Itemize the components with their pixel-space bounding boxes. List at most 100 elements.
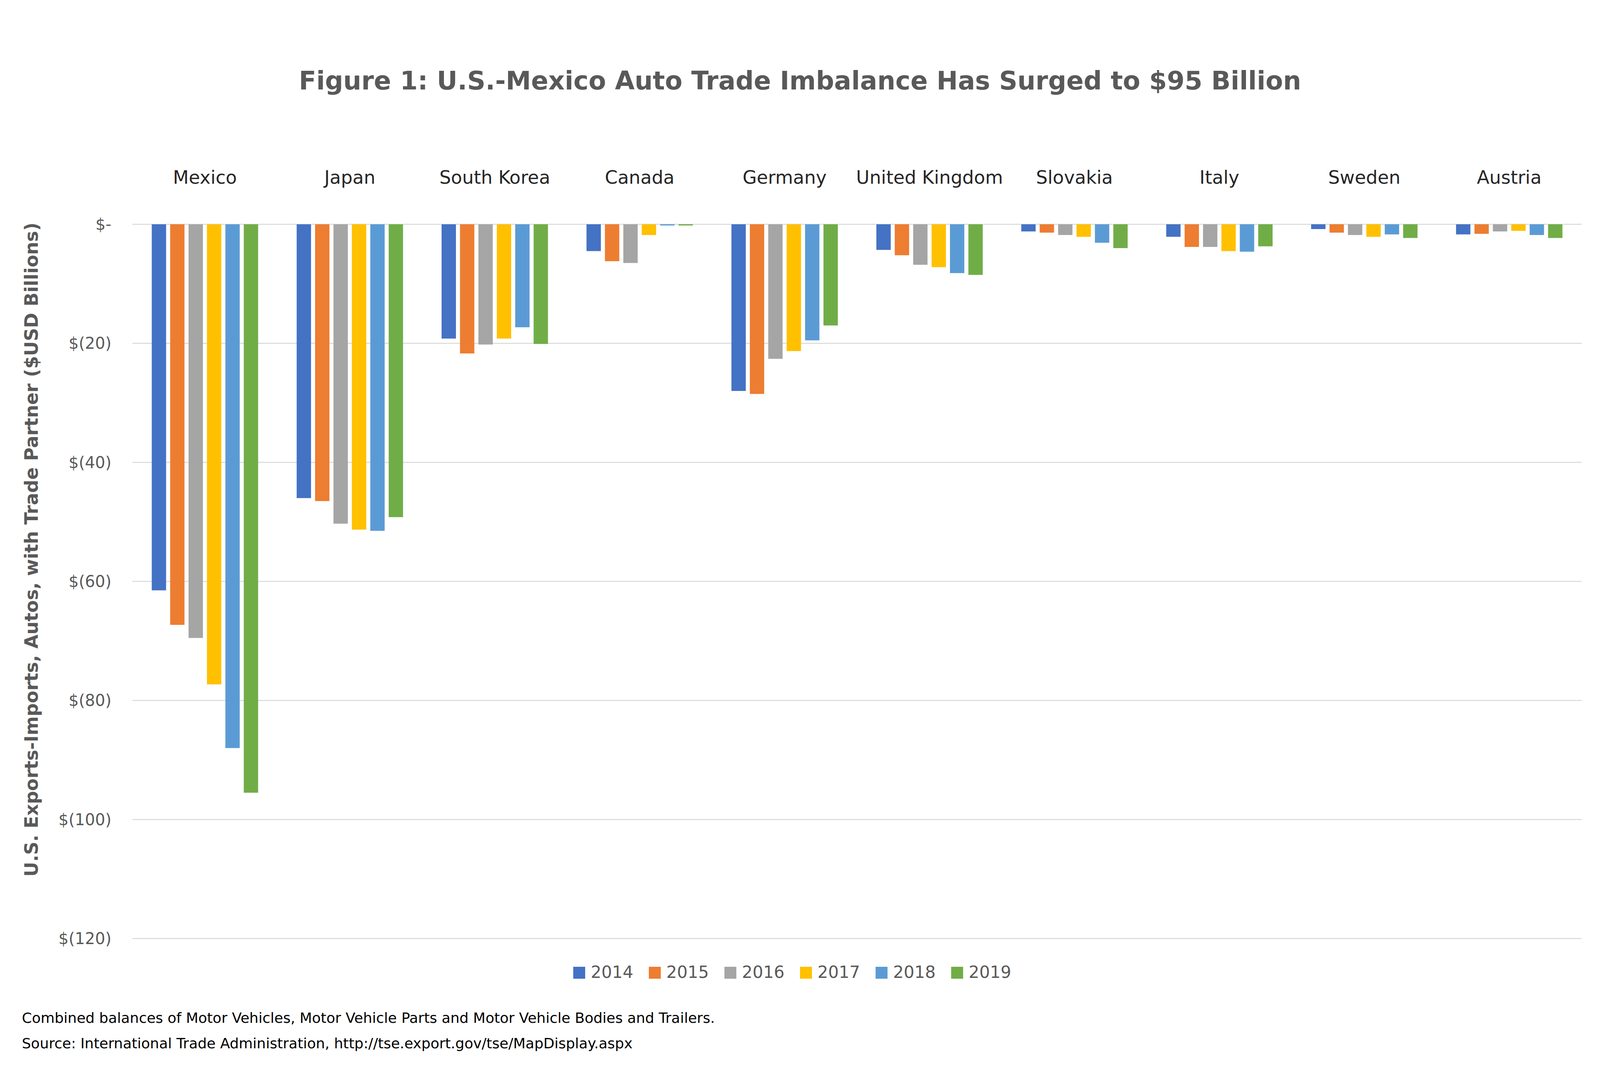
bar bbox=[823, 224, 838, 326]
bar bbox=[949, 224, 965, 274]
bar bbox=[1258, 224, 1273, 247]
bar bbox=[225, 224, 240, 749]
bar bbox=[533, 224, 548, 345]
bars bbox=[151, 224, 1563, 793]
bar bbox=[151, 224, 166, 591]
y-tick-label: $(80) bbox=[68, 691, 112, 710]
bar bbox=[1166, 224, 1181, 237]
y-tick-label: $(20) bbox=[68, 334, 112, 353]
bar bbox=[1058, 224, 1073, 236]
grid-line bbox=[132, 700, 1582, 702]
category-label: Slovakia bbox=[1035, 166, 1113, 189]
category-label: Sweden bbox=[1328, 166, 1401, 189]
bar bbox=[1329, 224, 1344, 233]
category-label: United Kingdom bbox=[856, 166, 1003, 189]
grid-line bbox=[132, 581, 1582, 583]
bar bbox=[605, 224, 620, 262]
bar bbox=[659, 224, 675, 226]
category-label: Canada bbox=[605, 166, 675, 189]
bar bbox=[768, 224, 783, 359]
category-label: Germany bbox=[742, 166, 827, 189]
bar bbox=[1311, 224, 1326, 230]
legend-label: 2019 bbox=[968, 962, 1012, 983]
bar bbox=[1403, 224, 1418, 238]
bar bbox=[1384, 224, 1400, 235]
y-tick-label: $(60) bbox=[68, 572, 112, 591]
bar bbox=[1474, 224, 1489, 234]
bar bbox=[296, 224, 312, 499]
legend-swatch bbox=[800, 967, 812, 980]
legend-label: 2014 bbox=[590, 962, 634, 983]
legend-label: 2018 bbox=[893, 962, 936, 983]
bar bbox=[1221, 224, 1236, 252]
bar bbox=[478, 224, 493, 345]
bar bbox=[623, 224, 638, 263]
bar bbox=[333, 224, 348, 524]
category-label: Italy bbox=[1199, 166, 1240, 189]
category-label: South Korea bbox=[439, 166, 551, 189]
y-tick-label: $- bbox=[95, 215, 112, 234]
y-axis-label: U.S. Exports-Imports, Autos, with Trade … bbox=[20, 222, 43, 878]
bar bbox=[805, 224, 820, 341]
bar bbox=[370, 224, 385, 532]
annotation: Source: International Trade Administrati… bbox=[21, 1035, 633, 1052]
legend-swatch bbox=[951, 967, 964, 980]
bar bbox=[243, 224, 259, 793]
grid-line bbox=[132, 223, 1582, 226]
bar bbox=[496, 224, 512, 339]
bar bbox=[441, 224, 456, 339]
bar bbox=[1529, 224, 1544, 236]
bar bbox=[876, 224, 891, 250]
y-tick-label: $(100) bbox=[58, 810, 112, 830]
chart: Figure 1: U.S.-Mexico Auto Trade Imbalan… bbox=[0, 0, 1600, 1065]
bar bbox=[1021, 224, 1036, 232]
bar bbox=[786, 224, 801, 352]
bar bbox=[315, 224, 330, 502]
legend-label: 2017 bbox=[817, 962, 861, 983]
bar bbox=[188, 224, 203, 639]
bar bbox=[352, 224, 367, 530]
bar bbox=[1202, 224, 1218, 248]
legend-label: 2015 bbox=[666, 962, 709, 983]
bar bbox=[678, 224, 693, 226]
bar bbox=[968, 224, 983, 275]
bar bbox=[894, 224, 910, 256]
bar bbox=[1113, 224, 1128, 249]
category-label: Austria bbox=[1477, 166, 1542, 189]
bar bbox=[586, 224, 601, 252]
bar bbox=[1511, 224, 1526, 231]
bar bbox=[731, 224, 746, 392]
legend-swatch bbox=[648, 967, 661, 980]
bar bbox=[1184, 224, 1200, 248]
bar bbox=[1076, 224, 1091, 237]
bar bbox=[1094, 224, 1110, 243]
bar bbox=[515, 224, 530, 328]
annotation: Combined balances of Motor Vehicles, Mot… bbox=[21, 1010, 715, 1027]
category-label: Mexico bbox=[173, 166, 238, 189]
y-tick-label: $(40) bbox=[68, 453, 112, 472]
grid-line bbox=[132, 461, 1582, 464]
background bbox=[0, 0, 1600, 1065]
bar bbox=[459, 224, 475, 354]
bar bbox=[1455, 224, 1471, 235]
bar bbox=[1039, 224, 1055, 233]
bar bbox=[1239, 224, 1255, 252]
bar bbox=[1347, 224, 1363, 236]
bar bbox=[1547, 224, 1563, 238]
legend-swatch bbox=[724, 967, 737, 980]
y-tick-label: $(120) bbox=[58, 929, 112, 948]
legend-label: 2016 bbox=[741, 962, 785, 983]
legend-swatch bbox=[573, 967, 586, 980]
bar bbox=[912, 224, 928, 265]
bar bbox=[388, 224, 403, 518]
grid-line bbox=[132, 819, 1582, 821]
grid-line bbox=[132, 342, 1582, 345]
bar bbox=[1492, 224, 1508, 232]
bar bbox=[749, 224, 765, 395]
legend-swatch bbox=[875, 967, 888, 980]
bar bbox=[1366, 224, 1381, 237]
bar bbox=[931, 224, 946, 268]
grid-line bbox=[132, 938, 1582, 940]
bar bbox=[641, 224, 656, 236]
bar bbox=[170, 224, 185, 625]
